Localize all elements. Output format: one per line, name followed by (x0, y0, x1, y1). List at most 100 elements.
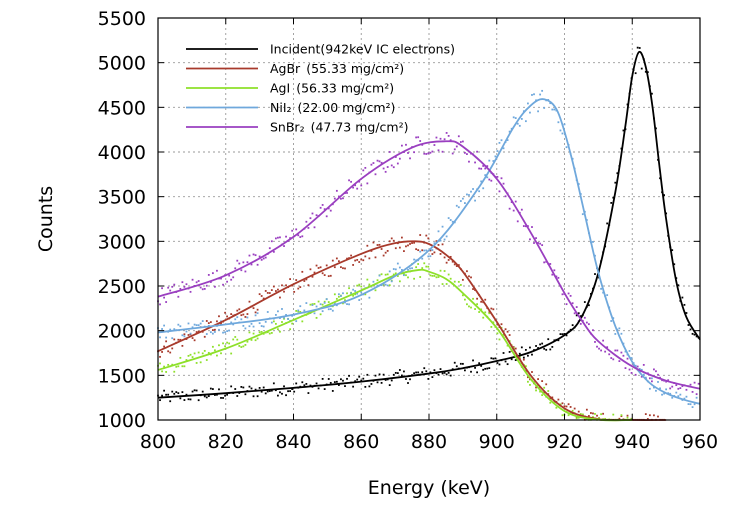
data-point (563, 123, 566, 126)
data-point (431, 249, 434, 251)
data-point (394, 268, 397, 271)
data-point (309, 217, 312, 220)
data-point (218, 388, 220, 391)
data-point (173, 328, 176, 331)
data-point (360, 184, 363, 187)
data-point (274, 237, 277, 240)
data-point (689, 383, 692, 386)
data-point (506, 363, 509, 366)
series-fit-line (157, 50, 701, 399)
legend-entry: AgI (56.33 mg/cm²) (270, 81, 394, 96)
data-point (258, 322, 261, 325)
data-point (522, 110, 525, 113)
data-point (205, 333, 208, 335)
series-fit-line (157, 98, 701, 405)
data-point (612, 196, 615, 199)
data-point (651, 377, 653, 380)
data-point (585, 408, 588, 411)
data-point (537, 378, 539, 380)
data-point (492, 160, 495, 162)
data-point (398, 157, 401, 160)
data-point (309, 303, 312, 306)
data-point (372, 241, 375, 244)
data-point (482, 316, 485, 319)
data-point (161, 394, 163, 397)
data-point (449, 255, 452, 258)
data-point (691, 406, 694, 408)
data-point (669, 392, 672, 395)
data-point (297, 287, 300, 290)
data-point (514, 347, 517, 350)
data-point (545, 348, 548, 351)
data-point (520, 118, 523, 120)
data-point (600, 287, 602, 290)
data-point (378, 160, 381, 163)
data-point (486, 367, 489, 370)
data-point (529, 346, 531, 349)
data-point (608, 353, 611, 356)
data-point (358, 299, 361, 301)
data-point (193, 323, 196, 326)
data-point (179, 356, 182, 359)
data-point (201, 390, 204, 393)
data-point (606, 294, 609, 296)
data-point (333, 381, 336, 383)
data-point (279, 296, 281, 299)
data-point (598, 347, 600, 350)
data-point (209, 281, 212, 283)
data-point (508, 130, 511, 133)
data-point (555, 406, 558, 409)
data-point (669, 387, 672, 390)
data-point (173, 392, 176, 395)
data-point (427, 265, 430, 268)
data-point (216, 320, 218, 323)
data-point (207, 322, 210, 324)
data-point (159, 336, 161, 339)
data-point (390, 379, 393, 382)
data-point (689, 403, 692, 406)
data-point (376, 381, 379, 384)
data-point (484, 298, 487, 301)
legend-series-detail: (47.73 mg/cm²) (311, 120, 409, 135)
data-point (346, 292, 348, 295)
data-point (407, 152, 409, 154)
data-point (449, 277, 452, 280)
data-point (502, 352, 505, 354)
data-point (518, 352, 521, 355)
data-point (222, 331, 224, 334)
data-point (435, 276, 438, 279)
data-point (244, 316, 247, 318)
data-point (331, 309, 334, 312)
data-point (425, 234, 428, 237)
data-point (480, 365, 483, 367)
data-point (262, 297, 265, 300)
data-point (581, 413, 584, 416)
data-point (681, 385, 684, 388)
data-point (323, 300, 326, 303)
data-point (195, 281, 198, 284)
data-point (614, 333, 617, 335)
data-point (500, 177, 503, 180)
data-point (457, 206, 460, 209)
data-point (459, 284, 462, 286)
data-point (256, 263, 259, 266)
data-point (520, 346, 523, 349)
data-point (285, 284, 287, 287)
data-point (461, 278, 464, 281)
data-point (592, 329, 594, 332)
data-point (362, 169, 365, 172)
data-point (171, 390, 174, 393)
data-point (317, 267, 320, 269)
data-point (270, 289, 273, 291)
data-point (325, 298, 328, 300)
data-point (520, 208, 523, 211)
data-point (394, 371, 397, 374)
data-point (230, 278, 233, 281)
y-axis-title: Counts (35, 186, 57, 252)
data-point (616, 349, 619, 352)
data-point (468, 305, 470, 308)
data-point (504, 360, 507, 363)
data-point (161, 287, 163, 290)
data-point (547, 338, 550, 341)
data-point (274, 290, 277, 292)
